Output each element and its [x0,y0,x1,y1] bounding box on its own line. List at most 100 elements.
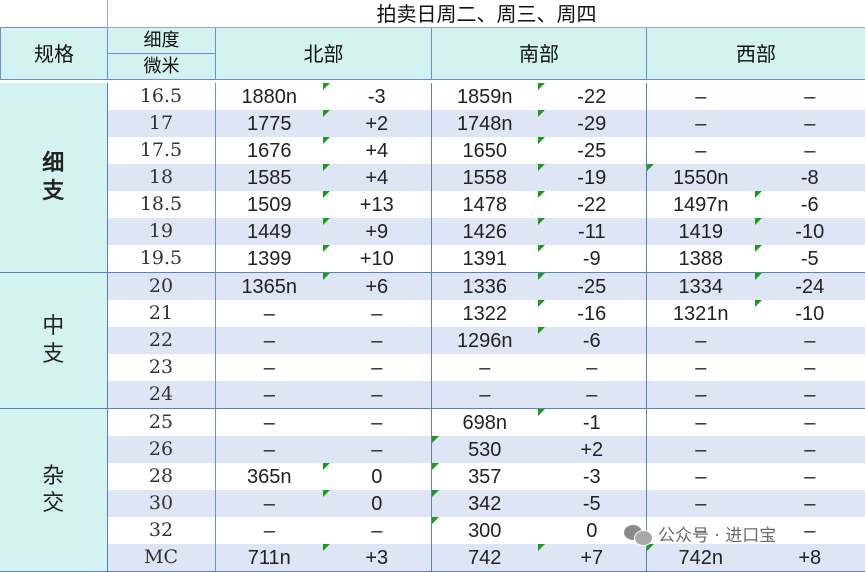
micron-cell: 22 [107,327,215,354]
group-label-line2: 支 [0,341,107,369]
west-value: 1550n [646,164,755,191]
south-value: – [431,354,538,381]
micron-cell: 26 [107,436,215,463]
west-value: 1419 [646,218,755,245]
west-change: -5 [755,245,865,273]
north-change: +4 [323,164,431,191]
south-value: 300 [431,517,538,544]
south-value: 1650 [431,137,538,164]
west-value: – [646,381,755,409]
header-micron: 微米 [108,54,216,80]
header-fineness: 细度 [108,28,216,54]
table-row: 22––1296n-6–– [0,327,865,354]
micron-cell: 20 [107,273,215,301]
south-value: 530 [431,436,538,463]
north-value: – [215,300,323,327]
south-value: – [431,381,538,409]
north-change: 0 [323,490,431,517]
north-change: – [323,409,431,437]
north-change: 0 [323,463,431,490]
micron-cell: 18.5 [107,191,215,218]
north-change: +3 [323,544,431,572]
west-change: -8 [755,164,865,191]
north-value: 1365n [215,273,323,301]
north-value: 365n [215,463,323,490]
west-change: – [755,327,865,354]
north-value: – [215,436,323,463]
north-value: – [215,354,323,381]
south-value: 1296n [431,327,538,354]
north-value: – [215,381,323,409]
group-label-line2: 交 [0,490,107,518]
micron-cell: 28 [107,463,215,490]
north-value: 1509 [215,191,323,218]
micron-cell: 18 [107,164,215,191]
micron-cell: 23 [107,354,215,381]
west-change: – [755,463,865,490]
west-change: -6 [755,191,865,218]
group-label-line2: 支 [0,178,107,206]
north-value: – [215,490,323,517]
group-label-line1: 杂 [0,463,107,491]
north-change: – [323,517,431,544]
north-value: 1880n [215,83,323,110]
west-change: – [755,381,865,409]
wechat-icon [624,523,652,545]
south-value: 1859n [431,83,538,110]
south-value: 1391 [431,245,538,273]
south-value: 1558 [431,164,538,191]
north-change: – [323,381,431,409]
group-label: 中支 [0,273,107,409]
south-change: -22 [538,83,646,110]
table-title: 拍卖日周二、周三、周四 [108,0,865,28]
header-north: 北部 [216,28,432,80]
south-change: -1 [538,409,646,437]
west-change: – [755,436,865,463]
south-change: – [538,381,646,409]
west-value: – [646,327,755,354]
west-value: 1321n [646,300,755,327]
north-change: +2 [323,110,431,137]
south-change: -9 [538,245,646,273]
north-change: – [323,354,431,381]
west-value: – [646,137,755,164]
south-value: 1426 [431,218,538,245]
south-change: -3 [538,463,646,490]
micron-cell: 24 [107,381,215,409]
micron-cell: 32 [107,517,215,544]
west-value: – [646,436,755,463]
west-change: – [755,409,865,437]
wool-price-table: 拍卖日周二、周三、周四 规格 细度 北部 南部 西部 微米 [0,0,865,80]
north-change: -3 [323,83,431,110]
west-value: 1497n [646,191,755,218]
south-change: -6 [538,327,646,354]
west-change: – [755,137,865,164]
micron-cell: 16.5 [107,83,215,110]
table-row: 24–––––– [0,381,865,409]
west-value: – [646,83,755,110]
north-value: 1449 [215,218,323,245]
west-change: – [755,83,865,110]
watermark-text: 公众号 · 进口宝 [658,521,776,546]
south-value: 342 [431,490,538,517]
group-label-line1: 细 [0,150,107,178]
north-value: – [215,517,323,544]
group-label: 细支 [0,83,107,273]
micron-cell: 17 [107,110,215,137]
south-change: -22 [538,191,646,218]
south-value: 1336 [431,273,538,301]
west-change: -10 [755,218,865,245]
south-change: -29 [538,110,646,137]
west-value: – [646,490,755,517]
south-change: +7 [538,544,646,572]
micron-cell: 25 [107,409,215,437]
corner-blank [1,0,108,28]
